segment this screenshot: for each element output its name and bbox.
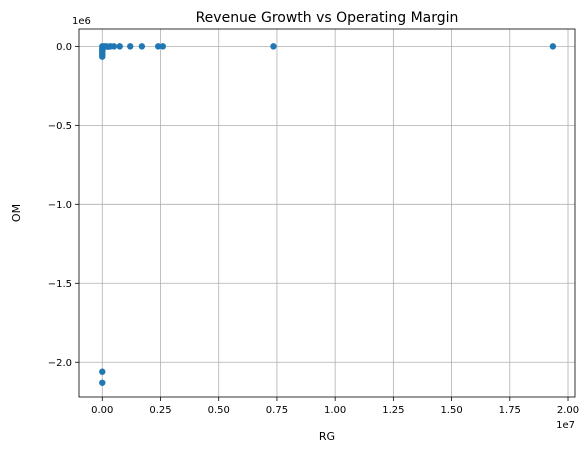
scatter-point (99, 368, 106, 375)
scatter-point (99, 379, 106, 386)
y-tick-label: −1.0 (48, 200, 72, 211)
y-tick-label: −2.0 (48, 358, 72, 369)
x-axis-ticks: 0.00 0.25 0.50 0.75 1.00 1.25 1.50 1.75 2.00 (91, 397, 579, 416)
chart-title: Revenue Growth vs Operating Margin (196, 10, 459, 26)
grid (79, 29, 575, 397)
scatter-point (159, 43, 167, 50)
x-tick-label: 1.75 (499, 405, 521, 416)
scatter-point (138, 43, 146, 50)
scatter-point (270, 43, 277, 50)
y-tick-label: −0.5 (48, 121, 72, 132)
y-axis-label: OM (10, 204, 23, 222)
x-tick-label: 2.00 (557, 405, 579, 416)
x-tick-label: 0.00 (91, 405, 113, 416)
scatter-point (116, 43, 123, 50)
plot-frame (78, 28, 576, 398)
scatter-point (110, 43, 118, 50)
scatter-point (154, 43, 162, 50)
y-tick-label: 0.0 (56, 42, 72, 53)
scatter-point (99, 53, 106, 60)
x-axis-label: RG (319, 430, 335, 443)
scatter-point (99, 47, 106, 55)
x-tick-label: 1.50 (440, 405, 462, 416)
scatter-points (99, 43, 557, 386)
x-offset-label: 1e7 (556, 420, 575, 431)
x-tick-label: 1.25 (382, 405, 404, 416)
x-tick-label: 0.50 (208, 405, 230, 416)
scatter-point (549, 43, 557, 50)
x-tick-label: 1.00 (324, 405, 346, 416)
y-tick-label: −1.5 (48, 279, 72, 290)
y-axis-ticks: 0.0 −0.5 −1.0 −1.5 −2.0 (48, 42, 79, 369)
y-offset-label: 1e6 (72, 16, 91, 27)
x-tick-label: 0.75 (266, 405, 288, 416)
scatter-point (127, 43, 134, 50)
x-tick-label: 0.25 (149, 405, 171, 416)
